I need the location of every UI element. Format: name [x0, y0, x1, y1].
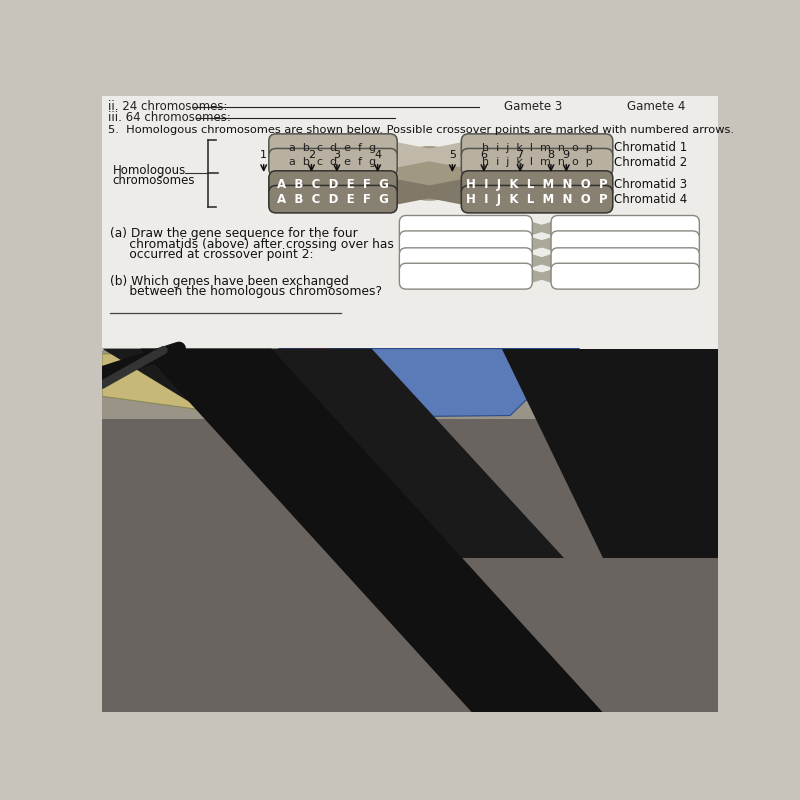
Text: (b) Which genes have been exchanged: (b) Which genes have been exchanged [110, 274, 349, 288]
Text: Gamete 4: Gamete 4 [627, 100, 686, 114]
Text: a  b  c  d  e  f  g: a b c d e f g [290, 142, 377, 153]
FancyBboxPatch shape [399, 263, 532, 289]
FancyBboxPatch shape [551, 215, 699, 242]
FancyBboxPatch shape [462, 149, 613, 176]
Text: (a) Draw the gene sequence for the four: (a) Draw the gene sequence for the four [110, 227, 358, 240]
Text: chromatids (above) after crossing over has: chromatids (above) after crossing over h… [110, 238, 394, 250]
Text: Chromatid 1: Chromatid 1 [614, 141, 687, 154]
FancyBboxPatch shape [399, 248, 532, 274]
Text: 1: 1 [260, 150, 267, 160]
Text: H  I  J  K  L  M  N  O  P: H I J K L M N O P [466, 193, 608, 206]
Text: 5.  Homologous chromosomes are shown below. Possible crossover points are marked: 5. Homologous chromosomes are shown belo… [108, 125, 734, 135]
Text: 5: 5 [449, 150, 456, 160]
Text: 7: 7 [517, 150, 524, 160]
Text: Gamete 3: Gamete 3 [504, 100, 562, 114]
Text: a  b  c  d  e  f  g: a b c d e f g [290, 158, 377, 167]
FancyBboxPatch shape [269, 186, 397, 213]
Polygon shape [502, 349, 718, 558]
Polygon shape [256, 349, 302, 415]
Text: 9: 9 [562, 150, 570, 160]
Text: 8: 8 [547, 150, 554, 160]
Text: Chromatid 2: Chromatid 2 [614, 156, 687, 169]
Text: ii. 24 chromosomes:: ii. 24 chromosomes: [108, 100, 228, 114]
Text: chromosomes: chromosomes [113, 174, 195, 187]
FancyBboxPatch shape [462, 171, 613, 198]
FancyBboxPatch shape [399, 215, 532, 242]
Polygon shape [260, 349, 329, 415]
Polygon shape [141, 349, 602, 712]
Text: Chromatid 4: Chromatid 4 [614, 193, 687, 206]
Text: iii. 64 chromosomes:: iii. 64 chromosomes: [108, 111, 231, 124]
FancyBboxPatch shape [462, 134, 613, 162]
Polygon shape [102, 349, 564, 558]
Text: between the homologous chromosomes?: between the homologous chromosomes? [110, 286, 382, 298]
Text: A  B  C  D  E  F  G: A B C D E F G [277, 193, 389, 206]
Polygon shape [271, 349, 579, 418]
Text: 6: 6 [481, 150, 487, 160]
Text: 3: 3 [334, 150, 340, 160]
Bar [102, 419, 718, 712]
FancyBboxPatch shape [269, 171, 397, 198]
FancyBboxPatch shape [551, 231, 699, 257]
Text: h  i  j  k  l  m  n  o  p: h i j k l m n o p [482, 142, 593, 153]
Text: occurred at crossover point 2:: occurred at crossover point 2: [110, 249, 314, 262]
Bar [102, 96, 718, 350]
FancyBboxPatch shape [551, 248, 699, 274]
Polygon shape [102, 349, 302, 419]
Text: H  I  J  K  L  M  N  O  P: H I J K L M N O P [466, 178, 608, 191]
Text: 2: 2 [308, 150, 315, 160]
Text: Homologous: Homologous [113, 164, 186, 177]
Text: A  B  C  D  E  F  G: A B C D E F G [277, 178, 389, 191]
Text: Chromatid 3: Chromatid 3 [614, 178, 687, 191]
FancyBboxPatch shape [269, 149, 397, 176]
FancyBboxPatch shape [269, 134, 397, 162]
Text: 4: 4 [374, 150, 382, 160]
Bar [102, 350, 718, 712]
Ellipse shape [390, 146, 469, 201]
FancyBboxPatch shape [551, 263, 699, 289]
FancyBboxPatch shape [399, 231, 532, 257]
FancyBboxPatch shape [462, 186, 613, 213]
Text: h  i  j  k  l  m  n  o  p: h i j k l m n o p [482, 158, 593, 167]
